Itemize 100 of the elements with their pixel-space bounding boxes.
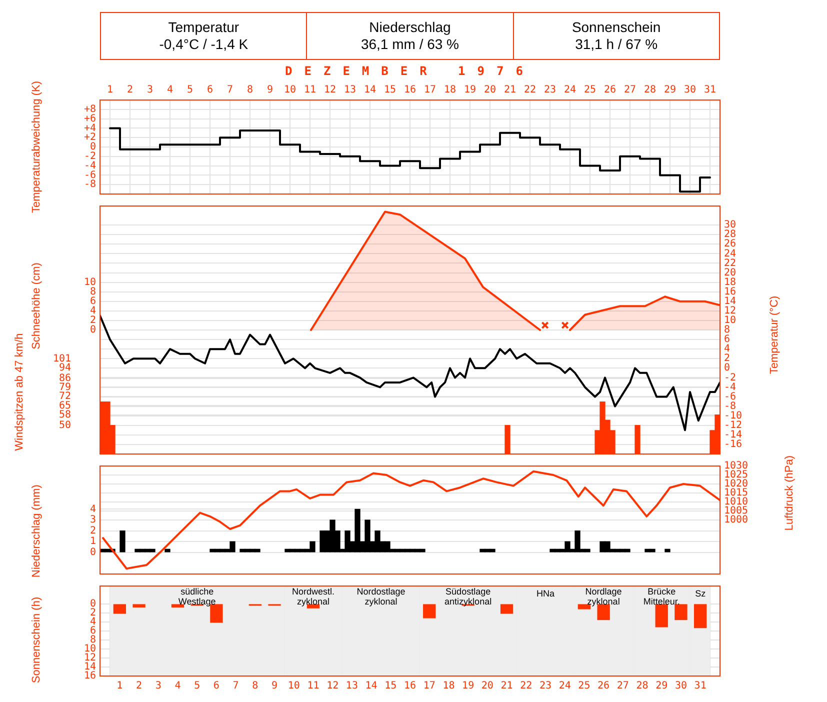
- x-tick-label: 29: [656, 680, 668, 692]
- text: -0,4°C / -1,4 K: [158, 36, 250, 53]
- text: Niederschlag: [368, 19, 452, 36]
- x-tick-label: 28: [644, 84, 656, 96]
- x-tick-label: 27: [624, 84, 636, 96]
- x-tick-label: 3: [155, 680, 162, 692]
- y-tick-label: +8: [84, 104, 96, 115]
- y2-tick-label: -12: [724, 420, 742, 431]
- band-label: Sz: [695, 588, 706, 598]
- x-tick-label: 14: [364, 84, 376, 96]
- text: Temperatur: [167, 19, 240, 36]
- y-tick-label: 4: [90, 504, 96, 515]
- y-axis-title: Sonnenschein (h): [30, 596, 44, 684]
- band-label: HNa: [536, 588, 554, 598]
- x-tick-label: 28: [636, 680, 648, 692]
- y2-tick-label: -14: [724, 430, 742, 441]
- y-tick-label: 6: [90, 296, 96, 307]
- x-tick-label: 4: [166, 84, 174, 96]
- y-tick-label: -4: [84, 160, 96, 172]
- x-tick-label: 7: [226, 84, 234, 96]
- y-tick-label: 3: [90, 514, 96, 526]
- x-tick-label: 14: [365, 680, 378, 692]
- x-tick-label: 25: [584, 84, 596, 96]
- y-tick-label: 8: [90, 286, 96, 298]
- y2-tick-label: -2: [724, 372, 736, 384]
- x-tick-label: 13: [346, 680, 358, 692]
- x-tick-label: 8: [252, 680, 258, 692]
- y2-axis-title: Temperatur (°C): [768, 296, 782, 374]
- y-tick-label: +6: [84, 113, 96, 124]
- x-tick-label: 9: [272, 680, 278, 692]
- y2-tick-label: 24: [724, 248, 736, 260]
- y-tick-label: 0: [90, 324, 96, 336]
- y-tick-label: +4: [84, 122, 96, 134]
- x-tick-label: 21: [500, 680, 513, 692]
- y-tick-label: 0: [90, 142, 96, 153]
- x-tick-label: 24: [564, 84, 576, 96]
- x-tick-label: 30: [684, 84, 696, 96]
- x-tick-label: 20: [481, 680, 494, 692]
- x-tick-label: 21: [504, 84, 516, 96]
- x-tick-label: 24: [558, 680, 571, 692]
- y-tick-label: 4: [90, 306, 96, 317]
- y2-tick-label: 4: [724, 344, 730, 355]
- x-tick-label: 3: [146, 84, 154, 96]
- x-tick-label: 16: [404, 680, 416, 692]
- band-label: Nordostlage zyklonal: [356, 586, 406, 606]
- x-tick-label: 7: [232, 680, 239, 692]
- y2-tick-label: 10: [724, 315, 736, 326]
- text: Sonnenschein: [570, 19, 662, 36]
- y-tick-label: 16: [84, 670, 96, 682]
- x-tick-label: 5: [194, 680, 200, 692]
- y-axis-title: Temperaturabweichung (K): [30, 80, 44, 214]
- y2-tick-label: 16: [724, 286, 736, 298]
- y2-tick-label: 0: [724, 362, 730, 374]
- x-tick-label: 25: [578, 680, 590, 692]
- y2-tick-label: -10: [724, 410, 742, 422]
- x-tick-label: 29: [664, 84, 676, 96]
- y-tick-label: 2: [90, 315, 96, 326]
- y3-tick-label: 65: [58, 400, 71, 412]
- y3-tick-label: 94: [58, 362, 71, 374]
- y-tick-label: -6: [84, 170, 96, 181]
- x-tick-label: 12: [326, 680, 339, 692]
- y2-tick-label: 18: [724, 276, 736, 288]
- y3-tick-label: 101: [52, 353, 71, 364]
- x-tick-label: 8: [246, 84, 254, 96]
- x-tick-label: 31: [694, 680, 706, 692]
- y3-tick-label: 50: [58, 420, 71, 431]
- y2-tick-label: 1000: [724, 514, 748, 526]
- x-tick-label: 26: [604, 84, 616, 96]
- x-tick-label: 23: [539, 680, 552, 692]
- x-tick-label: 22: [520, 680, 532, 692]
- y-tick-label: 0: [90, 546, 96, 558]
- x-tick-label: 15: [384, 84, 396, 96]
- text: 36,1 mm / 63 %: [360, 36, 460, 53]
- y-tick-label: 1: [90, 536, 96, 548]
- x-tick-label: 1: [106, 84, 114, 96]
- x-tick-label: 22: [524, 84, 536, 96]
- y2-tick-label: -16: [724, 439, 742, 450]
- band-label: Südostlage antizyklonal: [444, 586, 492, 606]
- chart-title: DEZEMBER 1976: [284, 64, 536, 78]
- band-label: Nordwestl. zyklonal: [292, 586, 334, 606]
- y-tick-label: 10: [84, 276, 96, 288]
- y-tick-label: -8: [84, 179, 96, 190]
- band-label: südliche Westlage: [178, 586, 216, 606]
- x-tick-label: 11: [307, 680, 320, 692]
- y-axis-title: Schneehöhe (cm): [30, 262, 44, 350]
- x-tick-label: 17: [424, 84, 436, 96]
- y2-tick-label: 12: [724, 306, 736, 317]
- text: 31,1 h / 67 %: [574, 36, 659, 53]
- x-tick-label: 2: [136, 680, 142, 692]
- y2-tick-label: 14: [724, 296, 736, 307]
- x-tick-label: 17: [423, 680, 436, 692]
- x-tick-label: 30: [674, 680, 687, 692]
- x-tick-label: 2: [126, 84, 134, 96]
- x-tick-label: 5: [186, 84, 194, 96]
- y2-tick-label: 2: [724, 353, 730, 364]
- x-tick-label: 19: [464, 84, 476, 96]
- x-tick-label: 6: [213, 680, 220, 692]
- y2-tick-label: -6: [724, 391, 736, 402]
- y2-tick-label: 26: [724, 238, 736, 250]
- y-tick-label: +2: [84, 132, 96, 144]
